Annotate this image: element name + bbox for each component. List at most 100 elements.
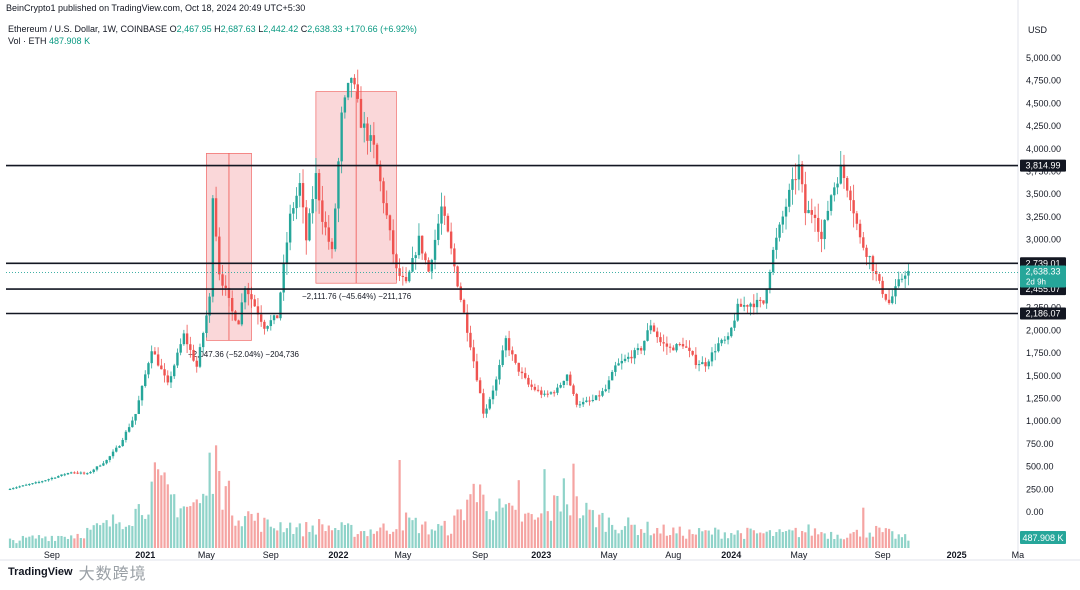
candle-body: [150, 351, 153, 364]
volume-bar: [875, 525, 878, 548]
candle-body: [156, 354, 160, 366]
candle-body: [527, 377, 530, 385]
candle-body: [900, 278, 904, 280]
y-tick-label: 4,250.00: [1026, 121, 1061, 131]
candle-body: [404, 277, 408, 282]
candle-body: [86, 473, 89, 475]
volume-bar: [469, 494, 472, 548]
candle-body: [337, 161, 340, 209]
candle-body: [710, 352, 714, 362]
candle-body: [662, 342, 665, 344]
volume-bar: [404, 512, 408, 548]
candle-body: [446, 215, 450, 232]
candle-body: [202, 333, 205, 348]
volume-bar: [755, 533, 759, 548]
volume-bar: [89, 529, 92, 548]
symbol-title[interactable]: Ethereum / U.S. Dollar, 1W, COINBASE: [8, 24, 168, 34]
candle-body: [111, 451, 115, 457]
volume-bar: [797, 537, 800, 548]
volume-bar: [73, 538, 76, 548]
y-tick-label: 4,750.00: [1026, 76, 1061, 86]
volume-bar: [433, 530, 437, 548]
candle-body: [665, 343, 669, 347]
volume-bar: [656, 527, 659, 548]
volume-bar: [350, 524, 353, 548]
volume-label[interactable]: Vol · ETH: [8, 36, 47, 46]
candle-body: [28, 484, 31, 486]
volume-bar: [482, 494, 485, 548]
candle-body: [79, 472, 83, 474]
candle-body: [907, 270, 910, 276]
volume-bar: [894, 538, 897, 548]
x-tick-label: 2024: [721, 550, 741, 560]
drawdown-label: −2,111.76 (−45.64%) −211,176: [302, 292, 412, 301]
volume-bar: [208, 452, 211, 548]
candle-body: [221, 274, 224, 286]
candle-body: [317, 173, 321, 201]
volume-value: 487.908 K: [49, 36, 91, 46]
currency-label[interactable]: USD: [1027, 25, 1047, 35]
candle-body: [237, 320, 240, 325]
volume-bar: [186, 506, 189, 548]
candle-body: [375, 144, 379, 165]
volume-bar: [382, 523, 385, 548]
candle-body: [440, 206, 443, 224]
volume-bar: [301, 536, 305, 548]
volume-bar: [375, 531, 379, 548]
candle-body: [842, 164, 846, 179]
candle-body: [301, 183, 305, 208]
volume-bar: [627, 517, 630, 548]
volume-bar: [768, 530, 772, 548]
volume-bar: [47, 541, 50, 548]
volume-bar: [730, 533, 733, 548]
volume-bar: [237, 520, 240, 548]
candle-body: [208, 296, 211, 316]
volume-bar: [227, 480, 231, 548]
candle-body: [176, 352, 179, 366]
candle-body: [427, 260, 430, 272]
volume-bar: [662, 524, 665, 548]
volume-bar: [646, 521, 649, 548]
candle-body: [343, 97, 347, 113]
volume-bar: [717, 529, 720, 548]
volume-bar: [572, 463, 575, 548]
volume-bar: [852, 532, 855, 548]
candle-body: [884, 294, 888, 300]
candle-body: [652, 325, 656, 332]
candle-body: [784, 206, 788, 217]
candle-body: [69, 472, 73, 474]
candle-body: [63, 474, 66, 476]
volume-bar: [520, 521, 524, 548]
candle-body: [656, 331, 659, 338]
x-tick-label: Aug: [665, 550, 681, 560]
volume-bar: [746, 527, 749, 548]
candle-body: [411, 258, 414, 272]
candle-body: [849, 190, 852, 201]
volume-bar: [511, 505, 514, 548]
candle-body: [540, 390, 543, 395]
candle-body: [324, 221, 327, 228]
volume-bar: [820, 532, 823, 548]
volume-bar: [669, 535, 672, 548]
volume-bar: [427, 534, 430, 548]
volume-bar: [118, 522, 121, 548]
volume-bar: [60, 535, 63, 548]
candle-body: [771, 249, 775, 273]
volume-bar: [395, 529, 398, 548]
candle-body: [678, 344, 681, 346]
candle-body: [704, 362, 707, 367]
candle-body: [185, 333, 189, 345]
candle-body: [359, 98, 363, 128]
candle-body: [140, 386, 144, 401]
candle-body: [617, 363, 620, 366]
level-tag-label: 2,739.01: [1025, 258, 1060, 268]
volume-bar: [778, 529, 781, 548]
open-value: 2,467.95: [176, 24, 212, 34]
y-tick-label: 1,250.00: [1026, 394, 1061, 404]
volume-bar: [553, 495, 556, 548]
volume-bar: [649, 535, 652, 548]
y-tick-label: 250.00: [1026, 484, 1054, 494]
volume-bar: [31, 535, 34, 548]
candle-body: [681, 344, 685, 347]
